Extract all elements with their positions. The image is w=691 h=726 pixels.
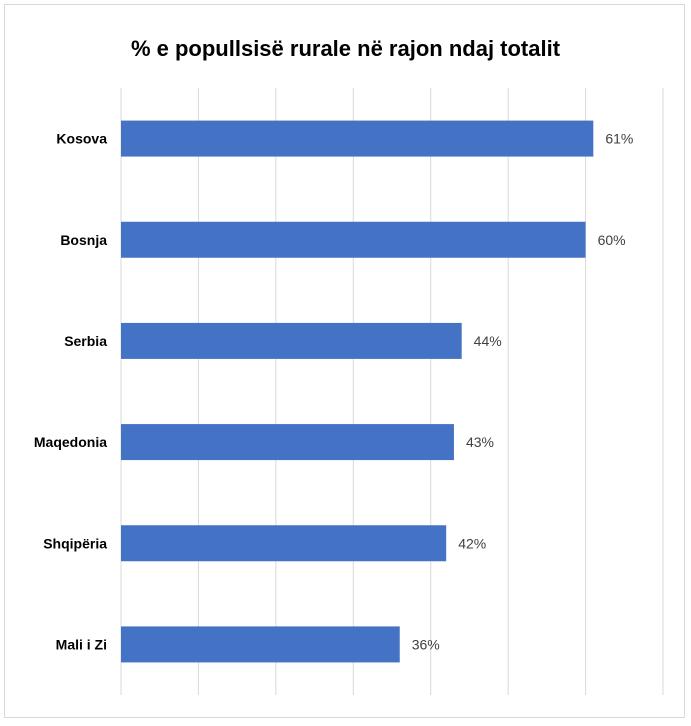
data-labels: 61% 60% 44% 43% 42% 36%	[412, 131, 634, 653]
data-label: 60%	[598, 232, 626, 248]
bar-serbia	[121, 322, 462, 359]
data-label: 43%	[466, 434, 494, 450]
category-label: Maqedonia	[34, 434, 107, 450]
data-label: 44%	[474, 333, 502, 349]
bar-maqedonia	[121, 424, 454, 461]
chart-title: % e popullsisë rurale në rajon ndaj tota…	[130, 36, 561, 61]
bar-shqipëria	[121, 525, 447, 562]
bar-kosova	[121, 120, 594, 157]
gridlines	[120, 88, 664, 695]
data-label: 36%	[412, 636, 440, 652]
category-labels: Kosova Bosnja Serbia Maqedonia Shqipëria Mali…	[34, 131, 107, 653]
bar-mali-i-zi	[121, 626, 400, 663]
bar-bosnja	[121, 221, 586, 258]
data-label: 61%	[605, 131, 633, 147]
category-label: Serbia	[64, 333, 107, 349]
category-label: Mali i Zi	[56, 636, 107, 652]
bars	[121, 120, 594, 663]
category-label: Shqipëria	[43, 535, 107, 551]
category-label: Bosnja	[60, 232, 107, 248]
category-label: Kosova	[56, 131, 107, 147]
data-label: 42%	[458, 535, 486, 551]
